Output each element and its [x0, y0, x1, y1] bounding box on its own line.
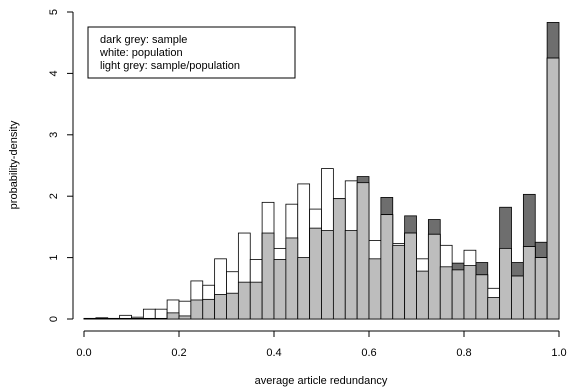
axes: 0.0 0.2 0.4 0.6 0.8 1.0 0 1 2 3 4 5 [48, 9, 567, 359]
bar [83, 317, 97, 320]
bar [273, 259, 287, 320]
bar [214, 294, 227, 320]
bar [178, 315, 192, 320]
bar [190, 299, 204, 320]
bar [356, 182, 370, 320]
bar [522, 246, 536, 320]
y-tick-label: 1 [48, 255, 60, 261]
bar [344, 230, 358, 320]
bar [285, 237, 299, 320]
legend: dark grey: sample white: population ligh… [87, 26, 296, 79]
legend-box [87, 26, 296, 79]
bar [237, 281, 251, 320]
bar [309, 227, 322, 320]
x-tick-label: 0.6 [361, 347, 376, 359]
bar [427, 233, 441, 320]
x-tick-label: 0.8 [456, 347, 471, 359]
bar [332, 198, 346, 320]
bar [166, 312, 180, 320]
bar [392, 244, 406, 320]
bar [119, 317, 132, 320]
bar [546, 57, 560, 320]
bar [249, 281, 263, 320]
bar [297, 257, 311, 320]
bar [368, 258, 382, 320]
bar [202, 298, 216, 320]
bar [439, 266, 453, 320]
y-tick-label: 3 [48, 132, 60, 138]
y-axis-title: probability-density [8, 120, 20, 209]
bar [226, 292, 239, 320]
bar [534, 257, 548, 320]
y-tick-label: 4 [48, 70, 60, 76]
x-tick-label: 0.4 [266, 347, 281, 359]
legend-entry-ratio: light grey: sample/population [100, 60, 240, 72]
bar [95, 317, 109, 320]
bar [511, 275, 524, 320]
bar [107, 317, 121, 320]
x-axis-title: average article redundancy [255, 375, 388, 387]
bar [487, 297, 501, 320]
x-tick-label: 0.0 [76, 347, 91, 359]
bar [261, 232, 275, 320]
legend-entry-sample: dark grey: sample [100, 34, 187, 46]
bar [451, 269, 465, 320]
x-tick-label: 0.2 [171, 347, 186, 359]
bar [154, 308, 168, 320]
y-tick-label: 5 [48, 9, 60, 15]
y-tick-label: 2 [48, 193, 60, 199]
bar [499, 247, 512, 320]
bar [154, 317, 168, 320]
bar [404, 232, 417, 320]
y-tick-label: 0 [48, 316, 60, 322]
bar [475, 274, 489, 320]
bar [131, 317, 144, 320]
bar [142, 308, 156, 320]
bar [380, 214, 394, 320]
histogram-bars [83, 22, 560, 320]
bar [416, 270, 429, 320]
bar [463, 265, 477, 320]
legend-entry-population: white: population [99, 47, 183, 59]
series-sample-population [83, 57, 560, 320]
bar [142, 317, 156, 320]
bar [321, 230, 334, 320]
x-tick-label: 1.0 [551, 347, 566, 359]
